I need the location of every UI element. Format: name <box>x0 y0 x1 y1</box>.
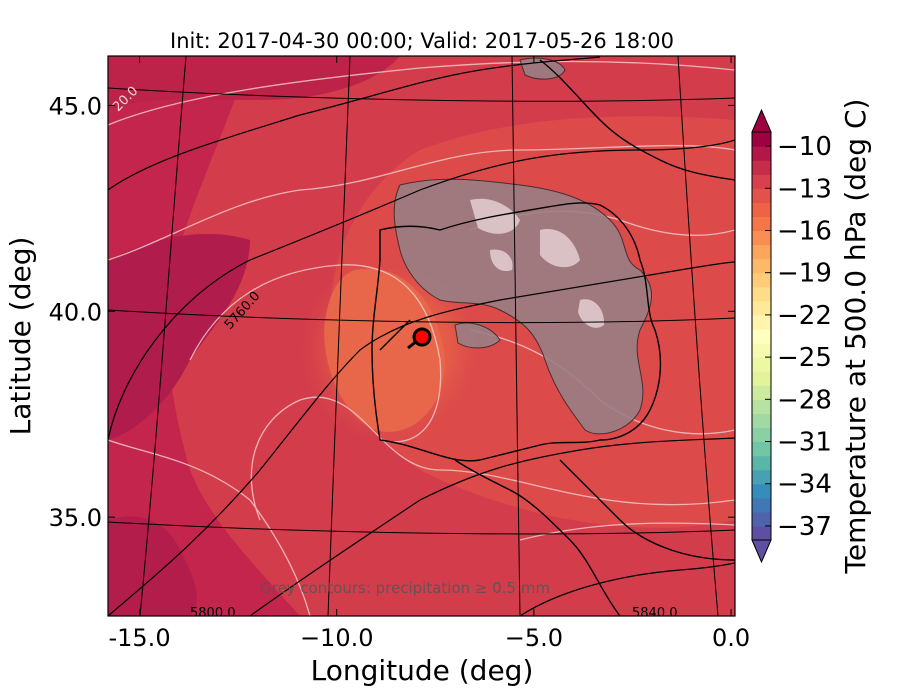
chart-title: Init: 2017-04-30 00:00; Valid: 2017-05-2… <box>170 29 674 53</box>
graticule-lat-45 <box>108 87 735 102</box>
colorbar-tick-label: −34 <box>777 470 832 500</box>
colorbar-swatch <box>752 525 771 541</box>
colorbar-swatch <box>752 314 771 330</box>
graticule-lon-10 <box>327 56 351 616</box>
colorbar-swatch <box>752 343 771 358</box>
y-tick-label: 45.0 <box>49 92 102 120</box>
colorbar-swatch <box>752 272 771 288</box>
colorbar-tick-label: −22 <box>777 301 832 331</box>
graticule <box>108 56 735 616</box>
colorbar-extend-max <box>751 108 772 133</box>
colorbar-swatch <box>752 146 771 161</box>
y-tick-label: 35.0 <box>49 504 102 532</box>
colorbar-label: Temperature at 500.0 hPa (deg C) <box>839 99 872 575</box>
height-contours <box>108 56 735 616</box>
x-axis-label: Longitude (deg) <box>311 654 534 687</box>
y-axis: 35.0 40.0 45.0 <box>49 92 735 532</box>
coastlines <box>371 59 735 616</box>
colorbar-swatch <box>752 469 771 485</box>
graticule-lon-5 <box>511 56 521 616</box>
graticule-lon-15 <box>139 56 187 616</box>
x-axis: -15.0 −10.0 −5.0 0.0 <box>108 56 750 652</box>
colorbar-tick-label: −28 <box>777 385 832 415</box>
x-tick-label: 0.0 <box>712 624 750 652</box>
y-axis-label: Latitude (deg) <box>4 237 37 436</box>
colorbar-swatch <box>752 132 771 147</box>
precip-annotation: Grey contours: precipitation ≥ 0.5 mm <box>260 579 550 597</box>
graticule-lat-35 <box>108 521 735 535</box>
x-tick-label: −5.0 <box>505 624 563 652</box>
colorbar-tick-label: −16 <box>777 216 832 246</box>
height-contour-label-5800: 5800.0 <box>190 606 236 621</box>
colorbar-frame <box>751 131 772 541</box>
temperature-contours <box>108 60 735 616</box>
colorbar-swatch <box>752 174 771 189</box>
colorbar-swatch <box>752 511 771 527</box>
colorbar-tick-label: −31 <box>777 428 832 458</box>
graticule-lon-0 <box>677 56 719 616</box>
colorbar-swatch <box>752 188 771 203</box>
colorbar <box>751 108 772 564</box>
colorbar-swatch <box>752 427 771 443</box>
temperature-band-warmest <box>324 268 445 432</box>
colorbar-swatch <box>752 399 771 414</box>
colorbar-swatch <box>752 216 771 232</box>
plot-area: 20.0 5760.0 5800.0 5840.0 Grey contours:… <box>108 56 735 621</box>
colorbar-swatch <box>752 160 771 175</box>
colorbar-swatch <box>752 441 771 457</box>
colorbar-tick-label: −13 <box>777 174 832 204</box>
temperature-band-cold-south <box>108 516 197 616</box>
colorbar-tick-label: −25 <box>777 343 832 373</box>
colorbar-swatch <box>752 497 771 513</box>
y-tick-label: 40.0 <box>49 298 102 326</box>
x-tick-label: -15.0 <box>108 624 170 652</box>
colorbar-swatch <box>752 230 771 246</box>
colorbar-extend-min <box>751 539 772 564</box>
colorbar-tick-label: −37 <box>777 512 832 542</box>
plot-frame <box>107 55 736 617</box>
colorbar-swatch <box>752 483 771 499</box>
colorbar-tick-label: −19 <box>777 259 832 289</box>
colorbar-ticks: −10 −13 −16 −19 −22 −25 −28 −31 −34 −37 <box>765 132 832 542</box>
x-tick-label: −10.0 <box>300 624 374 652</box>
colorbar-swatch <box>752 371 771 386</box>
colorbar-tick-label: −10 <box>777 132 832 162</box>
colorbar-swatch <box>752 357 771 372</box>
temperature-band-cold <box>108 233 250 440</box>
colorbar-swatch <box>752 328 771 344</box>
colorbar-swatch <box>752 300 771 316</box>
graticule-lat-40 <box>108 309 735 324</box>
temperature-band-cold-north <box>108 56 400 110</box>
colorbar-swatch <box>752 385 771 400</box>
colorbar-swatch <box>752 258 771 274</box>
colorbar-swatch <box>752 413 771 429</box>
colorbar-swatch <box>752 455 771 471</box>
height-contour-label-5840: 5840.0 <box>632 606 678 621</box>
location-marker <box>412 327 432 347</box>
colorbar-swatch <box>752 244 771 260</box>
colorbar-swatch <box>752 202 771 218</box>
colorbar-swatch <box>752 286 771 302</box>
